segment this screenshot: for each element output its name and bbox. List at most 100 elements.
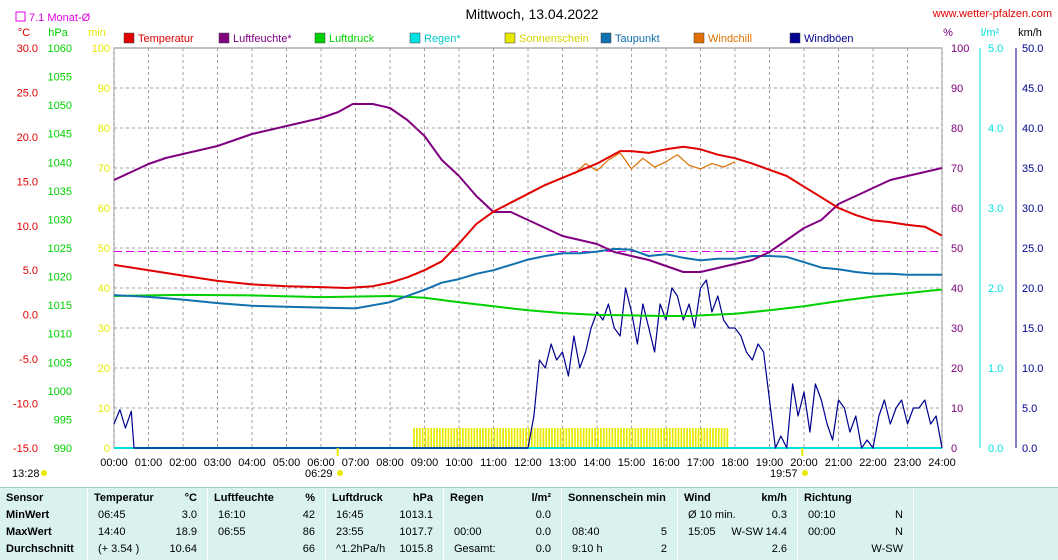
stats-max-time: 23:55	[336, 526, 364, 538]
sunshine-bar	[674, 428, 677, 448]
sunshine-bar	[553, 428, 556, 448]
stats-row: Sensor	[0, 492, 87, 509]
stats-max-value: 86	[302, 526, 315, 538]
pressure-tick-label: 995	[54, 414, 72, 426]
sunshine-bar	[694, 428, 697, 448]
humidity-tick-label: 70	[951, 163, 963, 175]
pressure-tick-label: 1025	[48, 243, 72, 255]
stats-min-value: 42	[302, 509, 315, 521]
rain-tick-label: 2.0	[988, 283, 1003, 295]
rain-tick-label: 0.0	[988, 443, 1003, 455]
pressure-tick-label: 1040	[48, 157, 72, 169]
sunshine-bar	[628, 428, 631, 448]
sunshine-tick-label: 20	[98, 363, 110, 375]
legend-label: Taupunkt	[615, 33, 660, 45]
stats-column: Temperatur °C 06:45 3.0 14:40 18.9 (+ 3.54 ) 10…	[88, 488, 208, 560]
series-line-luftdruck	[113, 288, 942, 317]
stats-max-time: 08:40	[572, 526, 600, 538]
sunshine-bar	[594, 428, 596, 448]
stats-max-direction: W-SW	[731, 526, 763, 538]
chart-title: Mittwoch, 13.04.2022	[465, 6, 598, 22]
humidity-tick-label: 40	[951, 283, 963, 295]
sunshine-bar	[697, 428, 700, 448]
sunshine-bar	[686, 428, 688, 448]
sunshine-bar	[720, 428, 723, 448]
stats-max-value: N	[895, 526, 903, 538]
wind-tick-label: 25.0	[1022, 243, 1043, 255]
stats-row: 9:10 h 2	[562, 543, 677, 560]
stats-row: 06:45 3.0	[88, 509, 207, 526]
sunshine-bars	[413, 428, 729, 448]
stats-avg-extra: (+ 3.54 )	[98, 543, 140, 555]
stats-avg-value: 2.6	[771, 543, 787, 555]
x-tick-label: 11:00	[480, 457, 507, 469]
sunshine-bar	[556, 428, 559, 448]
sunshine-bar	[530, 428, 533, 448]
pressure-tick-label: 1010	[48, 329, 72, 341]
sunshine-bar	[668, 428, 671, 448]
sunshine-bar	[611, 428, 614, 448]
stats-max-value: 18.9	[175, 526, 197, 538]
stats-row: 16:45 1013.1	[326, 509, 443, 526]
x-tick-label: 22:00	[859, 457, 887, 469]
sunshine-bar	[723, 428, 726, 448]
series-lines	[113, 103, 943, 449]
pressure-tick-label: 1015	[48, 300, 72, 312]
weather-chart: 00:00 01:00 02:00 03:00 04:00 05:00 06:00 07:00…	[12, 6, 1052, 480]
sunshine-bar	[576, 428, 579, 448]
stats-row: Richtung	[798, 492, 913, 509]
legend-swatch	[218, 32, 230, 44]
series-line-temperatur	[113, 145, 943, 289]
site-link[interactable]: www.wetter-pfalzen.com	[932, 8, 1052, 20]
sunshine-tick-label: 80	[98, 123, 110, 135]
sunshine-bar	[505, 428, 507, 448]
stats-min-time: 00:10	[808, 509, 836, 521]
sunshine-bar	[631, 428, 634, 448]
stats-row: 15:05 W-SW 14.4	[678, 526, 797, 543]
x-tick-label: 02:00	[169, 457, 197, 469]
humidity-tick-label: 80	[951, 123, 963, 135]
legend-label: Luftdruck	[329, 33, 375, 45]
sunshine-bar	[574, 428, 576, 448]
sunshine-bar	[536, 428, 539, 448]
sunshine-bar	[559, 428, 562, 448]
chart-grid	[113, 47, 943, 449]
sunshine-bar	[709, 428, 711, 448]
stats-row: 16:10 42	[208, 509, 325, 526]
x-tick-label: 01:00	[135, 457, 163, 469]
humidity-tick-label: 50	[951, 243, 963, 255]
x-tick-label: 17:00	[687, 457, 715, 469]
wind-tick-label: 5.0	[1022, 403, 1037, 415]
sunshine-bar	[479, 428, 481, 448]
sunshine-bar	[562, 428, 565, 448]
sunshine-bar	[691, 428, 694, 448]
sunshine-bar	[565, 428, 568, 448]
temperature-tick-label: 0.0	[23, 310, 38, 322]
temperature-tick-label: 10.0	[17, 221, 38, 233]
stats-header: Temperatur	[94, 492, 154, 504]
stats-avg-value: 0.0	[535, 543, 551, 555]
stats-row: 66	[208, 543, 325, 560]
sunshine-bar	[482, 428, 484, 448]
chart-axes: 00:00 01:00 02:00 03:00 04:00 05:00 06:00 07:00…	[13, 27, 1044, 480]
sunshine-bar	[444, 428, 447, 448]
sunshine-bar	[622, 428, 625, 448]
sunshine-bar	[496, 428, 499, 448]
sunshine-bar	[689, 428, 691, 448]
x-tick-label: 03:00	[204, 457, 232, 469]
sunshine-bar	[542, 428, 545, 448]
sunshine-bar	[551, 428, 553, 448]
legend-swatch	[693, 32, 705, 44]
stats-header: Regen	[450, 492, 484, 504]
monthly-avg-box-icon	[15, 11, 26, 22]
stats-header: Luftdruck	[332, 492, 383, 504]
stats-row: Ø 10 min. 0.3	[678, 509, 797, 526]
legend-label: Luftfeuchte*	[233, 33, 292, 45]
stats-row: Luftfeuchte%	[208, 492, 325, 509]
temperature-tick-label: -10.0	[13, 399, 38, 411]
sunshine-bar	[519, 428, 522, 448]
stats-avg-value: 66	[302, 543, 315, 555]
pressure-tick-label: 1035	[48, 186, 72, 198]
temperature-tick-label: -5.0	[19, 354, 38, 366]
sunshine-bar	[453, 428, 456, 448]
